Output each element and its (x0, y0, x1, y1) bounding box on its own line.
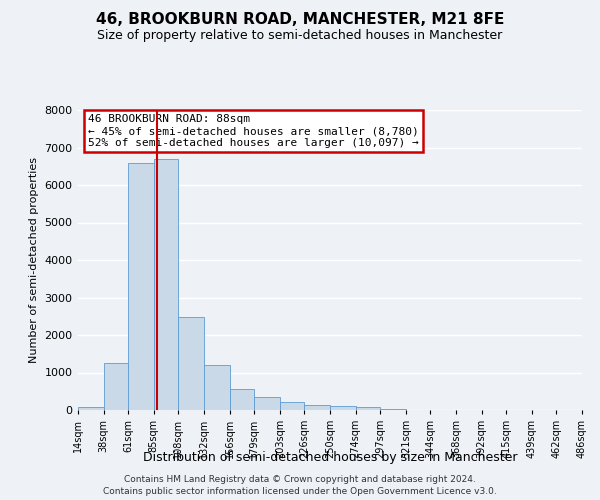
Bar (178, 317, 204, 410)
Bar (304, 405, 330, 410)
Text: 46, BROOKBURN ROAD, MANCHESTER, M21 8FE: 46, BROOKBURN ROAD, MANCHESTER, M21 8FE (96, 12, 504, 28)
Bar (154, 159, 178, 410)
Bar (330, 406, 356, 410)
Bar (356, 407, 380, 410)
Bar (78, 407, 104, 410)
Bar (204, 365, 230, 410)
Bar (104, 363, 128, 410)
Text: 46 BROOKBURN ROAD: 88sqm
← 45% of semi-detached houses are smaller (8,780)
52% o: 46 BROOKBURN ROAD: 88sqm ← 45% of semi-d… (88, 114, 419, 148)
Y-axis label: Number of semi-detached properties: Number of semi-detached properties (29, 157, 39, 363)
Text: Contains public sector information licensed under the Open Government Licence v3: Contains public sector information licen… (103, 486, 497, 496)
Bar (380, 408, 406, 410)
Bar (280, 402, 304, 410)
Bar (230, 389, 254, 410)
Text: Size of property relative to semi-detached houses in Manchester: Size of property relative to semi-detach… (97, 29, 503, 42)
Bar (254, 397, 280, 410)
Bar (128, 162, 154, 410)
Text: Contains HM Land Registry data © Crown copyright and database right 2024.: Contains HM Land Registry data © Crown c… (124, 474, 476, 484)
Text: Distribution of semi-detached houses by size in Manchester: Distribution of semi-detached houses by … (143, 451, 517, 464)
